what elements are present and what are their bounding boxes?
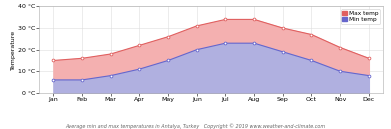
Text: Average min and max temperatures in Antalya, Turkey   Copyright © 2019 www.weath: Average min and max temperatures in Anta… xyxy=(65,123,326,129)
Y-axis label: Temperature: Temperature xyxy=(11,30,16,70)
Legend: Max temp, Min temp: Max temp, Min temp xyxy=(341,9,380,24)
